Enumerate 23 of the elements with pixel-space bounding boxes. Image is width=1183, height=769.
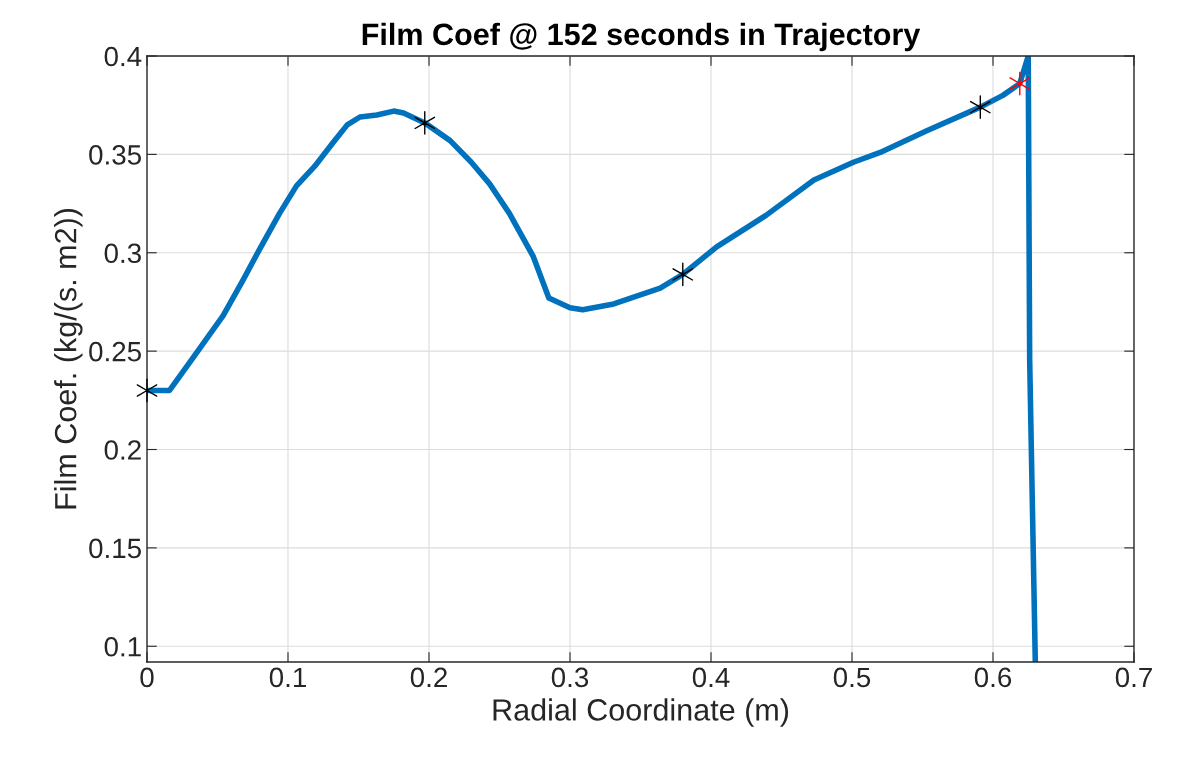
y-tick-label: 0.15 — [89, 538, 141, 559]
x-axis-title: Radial Coordinate (m) — [493, 698, 789, 727]
point — [672, 262, 694, 287]
x-tick-label: 0.1 — [269, 667, 306, 688]
x-tick-label: 0.3 — [551, 667, 589, 688]
y-tick-label: 0.1 — [104, 636, 141, 657]
x-tick-label: 0.7 — [1115, 667, 1152, 688]
x-tick-label: 0.2 — [410, 667, 447, 688]
x-tick-label: 0.5 — [833, 667, 871, 688]
x-tick-label: 0 — [140, 667, 154, 688]
y-tick-label: 0.4 — [104, 46, 142, 67]
x-tick-label: 0.6 — [974, 667, 1012, 688]
y-axis-title: Film Coef. (kg/(s. m2)) — [54, 208, 83, 509]
y-tick-label: 0.2 — [104, 440, 141, 460]
point — [136, 378, 158, 403]
x-tick-label: 0.4 — [692, 667, 730, 688]
point — [969, 95, 991, 120]
chart-title: Film Coef @ 152 seconds in Trajectory — [362, 22, 921, 52]
point — [1009, 71, 1031, 96]
y-tick-label: 0.35 — [89, 145, 141, 165]
y-tick-label: 0.25 — [89, 341, 141, 362]
point — [414, 111, 436, 135]
y-tick-label: 0.3 — [104, 243, 141, 264]
